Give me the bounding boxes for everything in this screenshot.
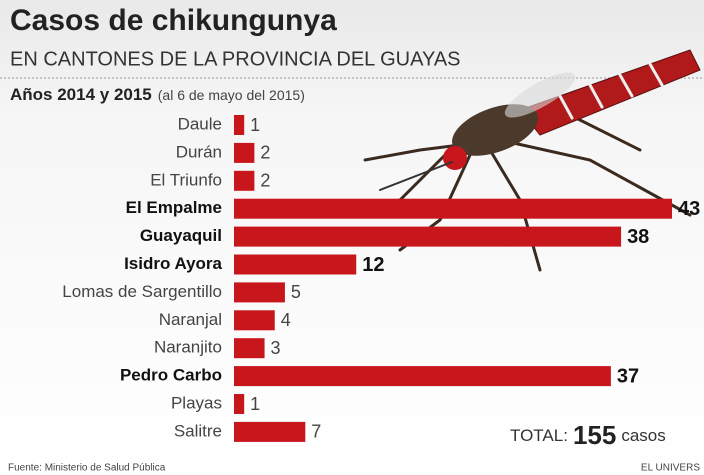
- category-label: Guayaquil: [140, 226, 222, 245]
- value-label: 2: [260, 143, 270, 163]
- value-label: 4: [281, 310, 291, 330]
- category-label: Salitre: [174, 421, 222, 440]
- total-value: 155: [573, 420, 616, 450]
- period: Años 2014 y 2015 (al 6 de mayo del 2015): [10, 85, 305, 104]
- bar: [234, 338, 265, 358]
- bar: [234, 143, 254, 163]
- bar: [234, 255, 356, 275]
- bar: [234, 282, 285, 302]
- bar: [234, 422, 305, 442]
- chart-title: Casos de chikungunya: [10, 4, 337, 37]
- category-label: Isidro Ayora: [124, 254, 222, 273]
- category-label: Durán: [176, 142, 222, 161]
- value-label: 2: [260, 171, 270, 191]
- value-label: 1: [250, 115, 260, 135]
- value-label: 12: [362, 254, 384, 276]
- bar: [234, 366, 611, 386]
- value-label: 43: [678, 198, 700, 220]
- source: Fuente: Ministerio de Salud Pública: [8, 463, 166, 474]
- bar: [234, 115, 244, 135]
- chart: Casos de chikungunya EN CANTONES DE LA P…: [0, 0, 704, 475]
- bar: [234, 227, 621, 247]
- bar: [234, 394, 244, 414]
- period-text: Años 2014 y 2015: [10, 85, 152, 104]
- category-label: El Empalme: [126, 198, 222, 217]
- category-label: Naranjal: [159, 310, 222, 329]
- bar: [234, 171, 254, 191]
- category-label: Lomas de Sargentillo: [62, 282, 222, 301]
- value-label: 38: [627, 226, 649, 248]
- value-label: 3: [271, 338, 281, 358]
- value-label: 37: [617, 365, 639, 387]
- category-label: Naranjito: [154, 338, 222, 357]
- category-label: Daule: [178, 114, 222, 133]
- bar: [234, 199, 672, 219]
- value-label: 1: [250, 394, 260, 414]
- category-label: El Triunfo: [150, 170, 222, 189]
- category-label: Playas: [171, 393, 222, 412]
- category-label: Pedro Carbo: [120, 366, 222, 385]
- credit: EL UNIVERS: [641, 463, 700, 474]
- value-label: 5: [291, 282, 301, 302]
- period-note: (al 6 de mayo del 2015): [158, 87, 305, 103]
- bar: [234, 310, 275, 330]
- total-unit: casos: [621, 426, 665, 445]
- chart-subtitle: EN CANTONES DE LA PROVINCIA DEL GUAYAS: [10, 48, 461, 70]
- value-label: 7: [311, 422, 321, 442]
- total-label: TOTAL:: [510, 426, 568, 445]
